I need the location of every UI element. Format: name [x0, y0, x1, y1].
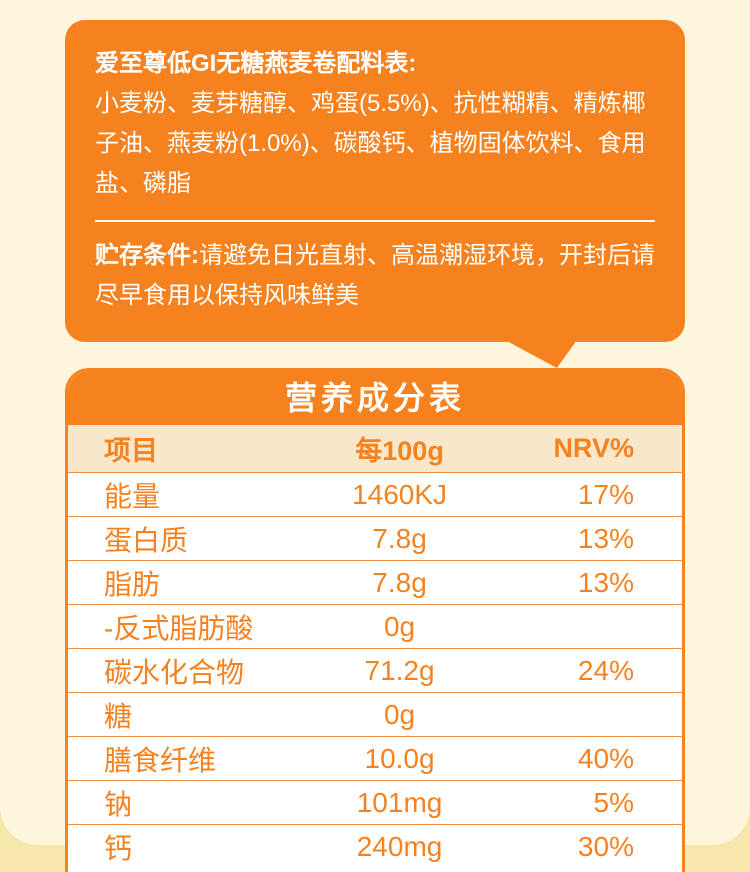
row-nrv: 24%	[577, 654, 634, 686]
row-name: -反式脂肪酸	[104, 612, 254, 644]
column-header-nrv: NRV%	[553, 433, 634, 463]
ingredients-card: 爱至尊低GI无糖燕麦卷配料表: 小麦粉、麦芽糖醇、鸡蛋(5.5%)、抗性糊精、精…	[65, 20, 685, 368]
table-row: 蛋白质 7.8g 13%	[68, 517, 682, 561]
row-value: 0g	[383, 698, 416, 730]
row-value: 0g	[383, 610, 416, 642]
table-row: 钙 240mg 30%	[68, 825, 682, 869]
row-nrv: 40%	[577, 742, 634, 774]
row-value: 1460KJ	[352, 478, 448, 510]
row-name: 钠	[104, 788, 133, 820]
row-name: 蛋白质	[104, 524, 189, 556]
storage-text: 请避免日光直射、高温潮湿环境，开封后请尽早食用以保持风味鲜美	[95, 242, 655, 309]
row-value: 10.0g	[364, 742, 435, 774]
row-name: 钙	[104, 833, 133, 864]
table-row: 膳食纤维 10.0g 40%	[68, 737, 682, 781]
column-header-per100g: 每100g	[355, 436, 444, 466]
row-nrv: 13%	[577, 522, 634, 554]
row-nrv: 30%	[577, 831, 634, 862]
row-name: 碳水化合物	[104, 656, 245, 688]
row-nrv: 13%	[577, 566, 634, 598]
storage-conditions: 贮存条件:请避免日光直射、高温潮湿环境，开封后请尽早食用以保持风味鲜美	[95, 236, 655, 316]
row-nrv: 17%	[577, 478, 634, 510]
row-value: 240mg	[356, 831, 443, 862]
row-name: 膳食纤维	[104, 744, 217, 776]
row-value: 71.2g	[364, 654, 435, 686]
row-name: 糖	[104, 700, 133, 732]
table-row: 碳水化合物 71.2g 24%	[68, 649, 682, 693]
table-row: 能量 1460KJ 17%	[68, 473, 682, 517]
row-value: 7.8g	[372, 566, 427, 598]
table-row: -反式脂肪酸 0g	[68, 605, 682, 649]
ingredients-body: 小麦粉、麦芽糖醇、鸡蛋(5.5%)、抗性糊精、精炼椰子油、燕麦粉(1.0%)、碳…	[95, 90, 646, 197]
row-nrv: 5%	[593, 786, 634, 818]
table-header-row: 项目 每100g NRV%	[68, 425, 682, 473]
table-row: 脂肪 7.8g 13%	[68, 561, 682, 605]
row-name: 能量	[104, 480, 161, 512]
divider	[95, 220, 655, 222]
column-header-item: 项目	[104, 436, 158, 466]
nutrition-table-title: 营养成分表	[68, 371, 682, 425]
row-name: 脂肪	[104, 568, 161, 600]
storage-label: 贮存条件:	[95, 242, 199, 269]
row-value: 101mg	[356, 786, 443, 818]
row-value: 7.8g	[372, 522, 427, 554]
table-row: 钠 101mg 5%	[68, 781, 682, 825]
nutrition-table-card: 营养成分表 项目 每100g NRV% 能量 1460KJ 17% 蛋白质 7.…	[65, 368, 685, 872]
ingredients-title: 爱至尊低GI无糖燕麦卷配料表:	[95, 50, 417, 77]
speech-bubble-tail	[505, 340, 577, 368]
table-row: 糖 0g	[68, 693, 682, 737]
